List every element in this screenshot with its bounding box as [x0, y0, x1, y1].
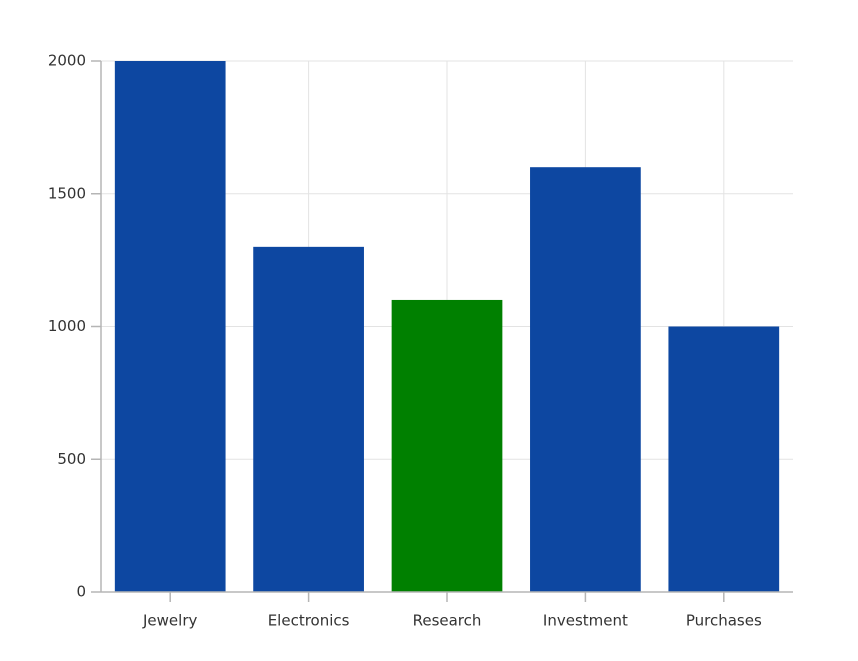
y-tick-label: 1000 — [48, 317, 86, 335]
x-tick-label: Electronics — [268, 612, 350, 630]
x-tick-label: Research — [413, 612, 482, 630]
x-tick-label: Jewelry — [142, 612, 197, 630]
x-tick-label: Purchases — [686, 612, 762, 630]
y-tick-label: 500 — [57, 450, 86, 468]
x-tick-label: Investment — [543, 612, 628, 630]
bar — [114, 61, 226, 592]
bar — [668, 326, 780, 592]
y-tick-label: 2000 — [48, 52, 86, 70]
y-tick-label: 1500 — [48, 184, 86, 202]
bar — [391, 299, 503, 592]
bar — [253, 246, 364, 592]
y-tick-label: 0 — [76, 583, 86, 601]
bar — [530, 167, 641, 592]
